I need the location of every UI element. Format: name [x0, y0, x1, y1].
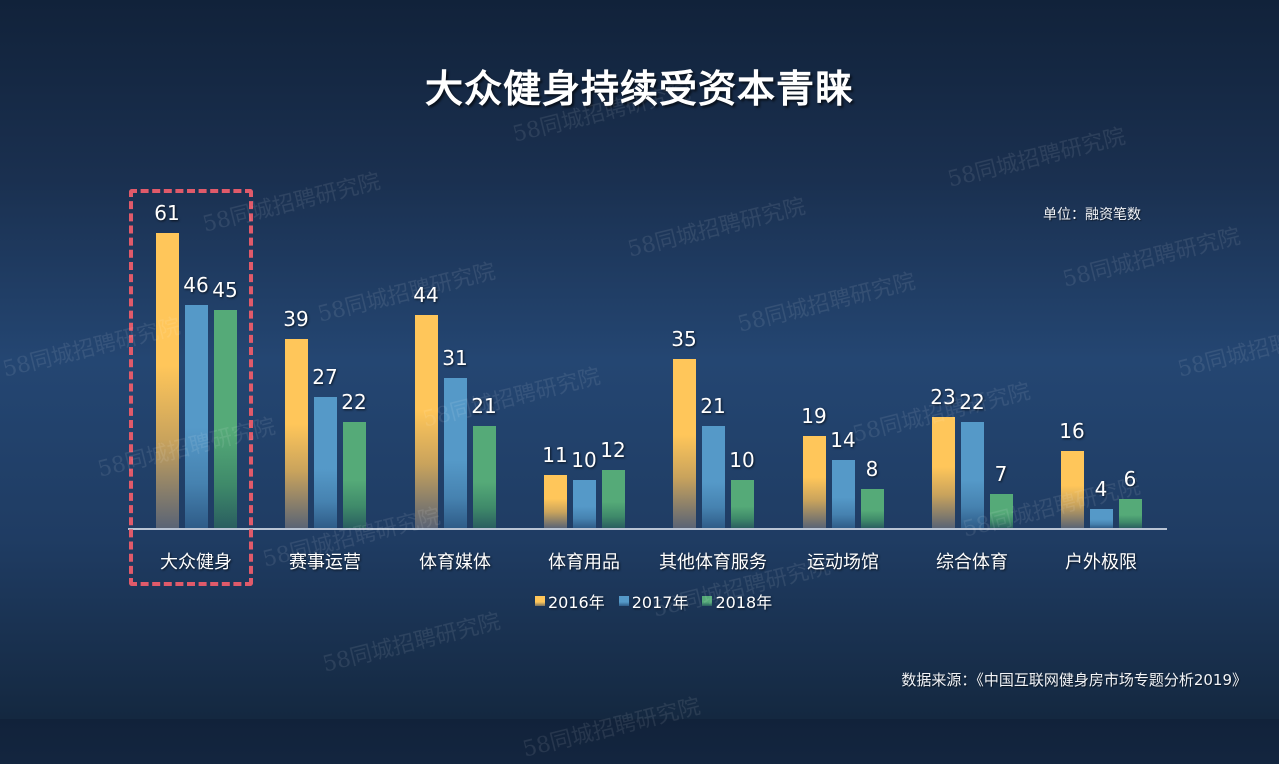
category-label: 其他体育服务	[659, 552, 767, 573]
bar-y2017-7	[1090, 509, 1113, 528]
data-source: 数据来源：《中国互联网健身房市场专题分析2019》	[901, 671, 1247, 689]
bar-y2016-7	[1061, 451, 1084, 528]
data-label: 16	[1059, 419, 1085, 443]
data-label: 8	[865, 457, 879, 481]
category-label: 体育媒体	[419, 552, 491, 573]
bar-y2018-1	[343, 422, 366, 528]
category-label: 运动场馆	[807, 552, 879, 573]
data-label: 35	[671, 327, 697, 351]
legend-item-2016: 2016年	[535, 589, 605, 613]
data-label: 7	[994, 462, 1008, 486]
legend-item-2017: 2017年	[618, 589, 689, 613]
chart-legend: 2016年 2017年 2018年	[535, 589, 772, 613]
bar-y2016-0	[156, 233, 179, 528]
x-axis-line	[128, 528, 1167, 530]
bar-y2017-4	[702, 426, 725, 528]
data-label: 12	[600, 438, 626, 462]
category-label: 户外极限	[1065, 552, 1137, 573]
bar-y2018-4	[731, 480, 754, 528]
legend-swatch-2018	[702, 596, 713, 606]
bar-y2018-6	[990, 494, 1013, 528]
bar-y2018-7	[1119, 499, 1142, 528]
slide-title: 大众健身持续受资本青睐	[424, 67, 854, 111]
legend-label: 2016年	[548, 593, 605, 612]
legend-label: 2018年	[715, 593, 773, 612]
data-label: 27	[312, 365, 338, 389]
bar-y2016-6	[932, 417, 955, 528]
legend-swatch-2016	[535, 596, 545, 606]
category-label: 大众健身	[160, 552, 232, 573]
data-label: 39	[283, 307, 309, 331]
data-label: 21	[471, 394, 497, 418]
bar-y2018-0	[214, 310, 237, 528]
data-label: 19	[801, 404, 827, 428]
data-label: 44	[413, 283, 439, 307]
data-label: 11	[542, 443, 568, 467]
data-label: 22	[959, 390, 985, 414]
bar-y2016-1	[285, 339, 308, 528]
bar-y2017-2	[444, 378, 467, 528]
bar-y2018-5	[861, 489, 884, 528]
data-label: 6	[1123, 467, 1137, 491]
category-label: 综合体育	[936, 552, 1008, 573]
bar-y2016-4	[673, 359, 696, 528]
bar-y2016-2	[415, 315, 438, 528]
legend-label: 2017年	[631, 593, 689, 612]
data-label: 46	[183, 273, 209, 297]
bar-chart: 61 46 45 大众健身 39 27 22 赛事运营 44 31 21 体育媒体 11 10 12 体育用品…	[128, 189, 1167, 586]
category-label: 赛事运营	[289, 552, 361, 573]
bar-y2017-5	[832, 460, 855, 528]
bar-y2016-3	[544, 475, 567, 528]
unit-label: 单位：融资笔数	[1043, 207, 1141, 223]
data-label: 61	[154, 201, 180, 225]
highlight-box	[129, 189, 253, 586]
data-label: 23	[930, 385, 956, 409]
data-label: 31	[442, 346, 468, 370]
data-label: 10	[729, 448, 755, 472]
bar-y2017-3	[573, 480, 596, 528]
data-label: 22	[341, 390, 367, 414]
legend-item-2018: 2018年	[702, 589, 772, 613]
bar-y2017-6	[961, 422, 984, 528]
data-label: 45	[212, 278, 238, 302]
data-label: 14	[830, 428, 856, 452]
data-label: 21	[700, 394, 726, 418]
bar-y2017-1	[314, 397, 337, 528]
bar-y2018-3	[602, 470, 625, 528]
category-label: 体育用品	[548, 552, 620, 573]
bar-y2017-0	[185, 305, 208, 528]
bar-y2018-2	[473, 426, 496, 528]
bar-y2016-5	[803, 436, 826, 528]
data-label: 4	[1094, 477, 1108, 501]
data-label: 10	[571, 448, 597, 472]
legend-swatch-2017	[618, 596, 629, 606]
